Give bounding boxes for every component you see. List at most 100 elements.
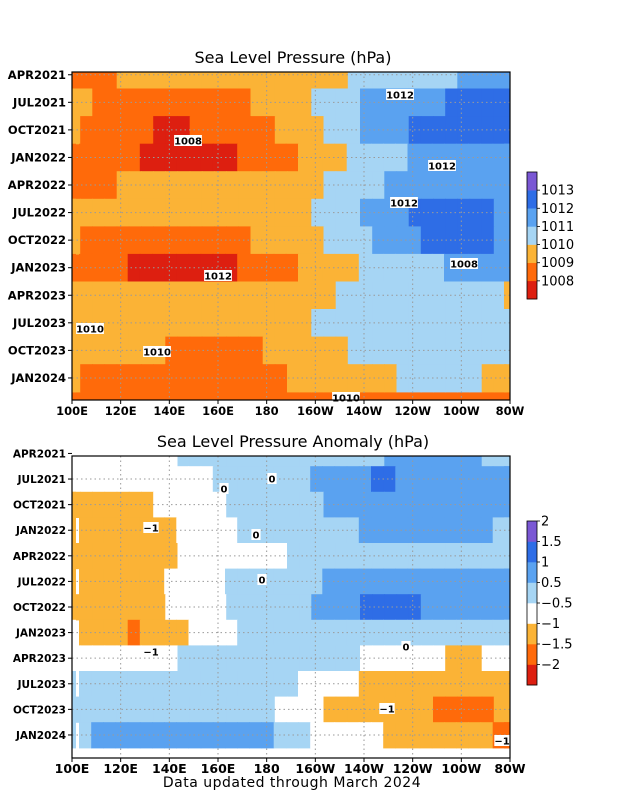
field-cell — [249, 253, 263, 283]
y-tick-label: OCT2021 — [8, 123, 66, 137]
field-cell — [298, 568, 311, 595]
field-cell — [433, 281, 446, 310]
field-cell — [504, 645, 510, 672]
field-cell — [80, 72, 93, 90]
colorbar-swatch — [527, 226, 537, 245]
field-cell — [116, 543, 130, 570]
contour-label-bg — [219, 483, 229, 494]
field-cell — [504, 72, 510, 90]
field-cell — [92, 281, 106, 310]
field-cell — [104, 364, 118, 393]
field-cell — [261, 517, 275, 544]
field-cell — [127, 143, 141, 172]
field-cell — [481, 645, 495, 672]
field-cell — [92, 116, 106, 145]
field-cell — [504, 336, 510, 365]
field-cell — [431, 466, 445, 493]
field-cell — [104, 543, 118, 570]
field-cell — [504, 253, 510, 283]
field-cell — [116, 456, 130, 467]
field-cell — [127, 568, 141, 595]
field-cell — [504, 281, 510, 310]
field-cell — [104, 491, 118, 518]
y-tick-label: JAN2023 — [15, 628, 66, 640]
field-cell — [79, 253, 92, 283]
field-cell — [262, 336, 276, 365]
field-cell — [92, 198, 106, 227]
field-cell — [189, 226, 203, 255]
field-cell — [274, 543, 288, 570]
field-cell — [347, 336, 361, 365]
field-cell — [408, 72, 422, 90]
field-cell — [214, 364, 227, 393]
field-cell — [384, 336, 398, 365]
field-cell — [420, 696, 434, 723]
field-cell — [225, 619, 238, 646]
field-cell — [79, 466, 92, 493]
field-cell — [103, 253, 117, 283]
field-cell — [262, 116, 276, 145]
x-tick-label: 140E — [152, 761, 187, 776]
field-cell — [104, 171, 118, 200]
field-cell — [310, 253, 323, 283]
field-cell — [238, 226, 252, 255]
colorbar-swatch — [527, 280, 537, 300]
contour-label-bg — [390, 197, 418, 208]
contour-label-bg — [143, 346, 171, 357]
field-cell — [346, 619, 360, 646]
field-cell — [347, 645, 361, 672]
field-cell — [310, 466, 323, 493]
field-cell — [262, 543, 276, 570]
field-cell — [261, 143, 275, 172]
field-cell — [310, 671, 323, 698]
field-cell — [226, 491, 239, 518]
field-cell — [287, 456, 300, 467]
field-cell — [433, 116, 446, 145]
field-cell — [445, 543, 458, 570]
field-cell — [116, 645, 130, 672]
field-cell — [481, 696, 495, 723]
field-cell — [469, 696, 483, 723]
field-cell — [285, 722, 299, 749]
field-cell — [384, 171, 398, 200]
chart-title: Sea Level Pressure (hPa) — [195, 48, 392, 67]
field-cell — [238, 72, 252, 90]
y-tick-label: JAN2023 — [10, 261, 66, 275]
field-cell — [311, 645, 325, 672]
field-cell — [347, 491, 361, 518]
field-cell — [504, 619, 510, 646]
field-cell — [177, 198, 191, 227]
field-cell — [431, 568, 445, 595]
field-cell — [419, 568, 433, 595]
field-cell — [360, 491, 373, 518]
field-cell — [420, 281, 434, 310]
field-cell — [285, 568, 299, 595]
field-cell — [481, 543, 495, 570]
field-cell — [165, 72, 179, 90]
field-cell — [433, 309, 446, 338]
field-cell — [238, 281, 252, 310]
field-cell — [127, 671, 141, 698]
field-cell — [481, 116, 495, 145]
field-cell — [346, 143, 360, 172]
field-cell — [457, 72, 471, 90]
field-cell — [481, 309, 495, 338]
field-cell — [299, 336, 312, 365]
field-cell — [299, 72, 312, 90]
field-cell — [104, 226, 118, 255]
field-cell — [445, 116, 458, 145]
field-cell — [311, 364, 325, 393]
field-cell — [189, 456, 203, 467]
y-tick-label: JUL2022 — [17, 576, 66, 588]
contour-label: 1010 — [332, 394, 360, 405]
colorbar-swatch — [527, 623, 537, 645]
field-cell — [433, 72, 446, 90]
field-cell — [334, 619, 348, 646]
field-cell — [72, 491, 81, 518]
field-cell — [445, 456, 458, 467]
field-cell — [384, 456, 398, 467]
field-cell — [481, 171, 495, 200]
field-cell — [360, 198, 373, 227]
colorbar-swatch — [527, 562, 537, 583]
field-cell — [177, 309, 191, 338]
